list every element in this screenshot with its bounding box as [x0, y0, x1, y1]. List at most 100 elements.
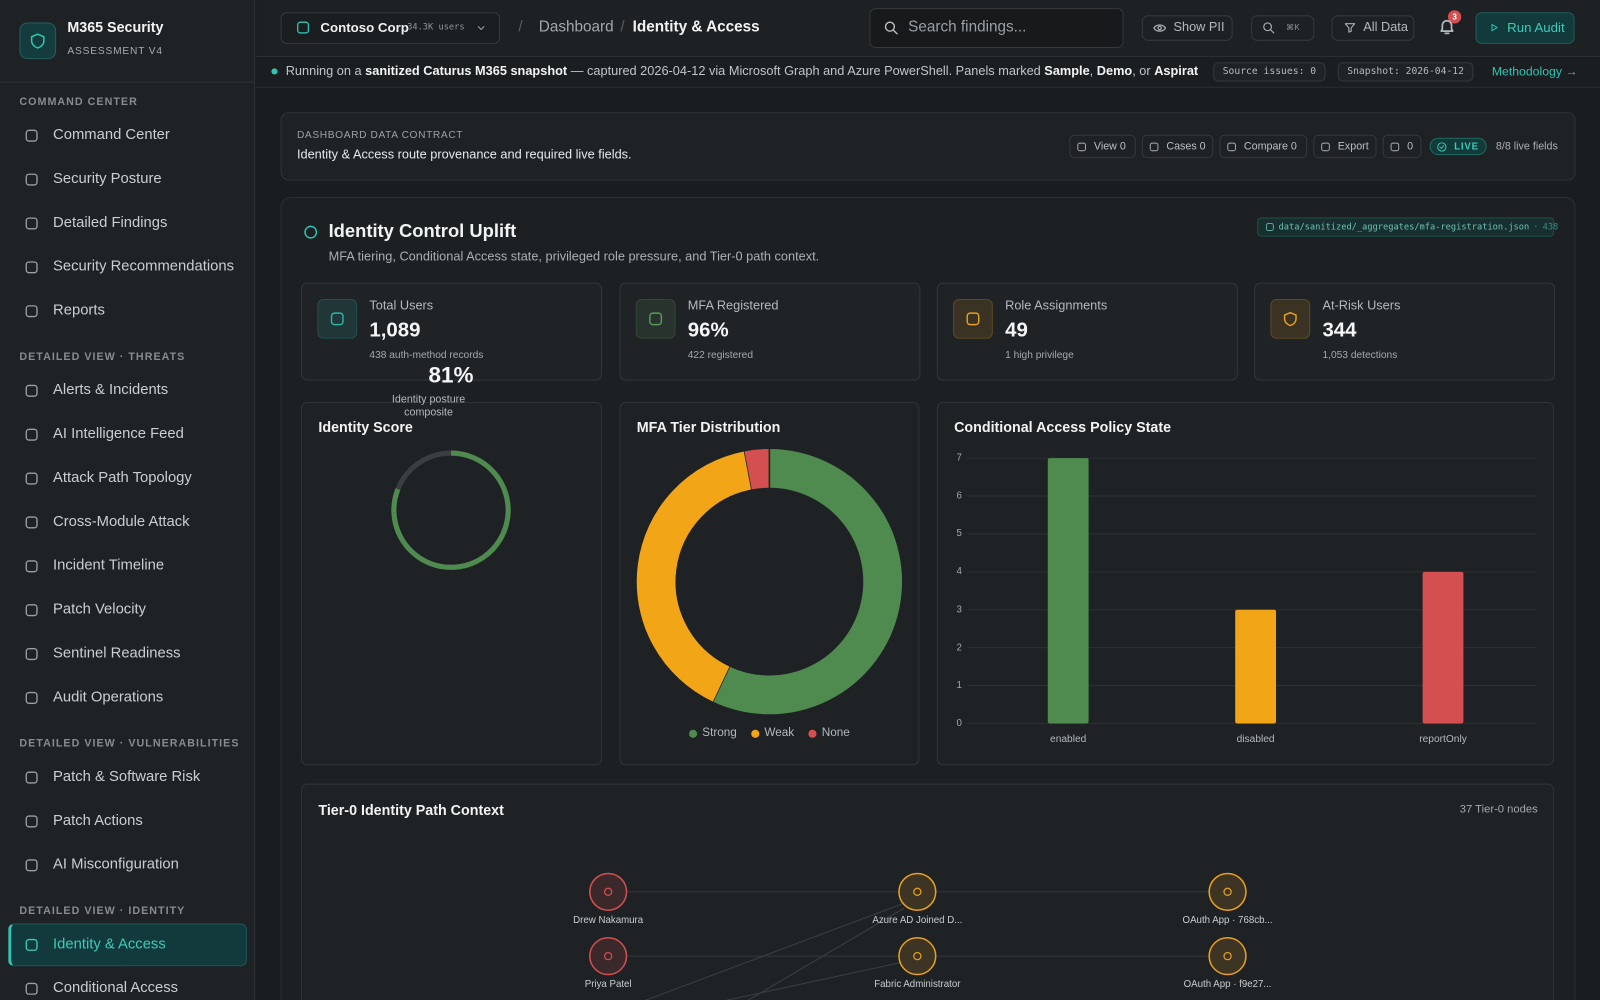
nav-item-label: Patch & Software Risk [53, 768, 201, 786]
chart-card [619, 402, 920, 766]
nav-item-label: AI Intelligence Feed [53, 425, 184, 443]
icon-part [303, 225, 317, 239]
chart-legend: Strong Weak None [688, 726, 850, 741]
icon [1390, 142, 1400, 151]
icon [884, 21, 898, 35]
breadcrumb-item[interactable]: Dashboard [538, 18, 614, 36]
icon [25, 472, 38, 485]
section-title: Identity Control Uplift [328, 220, 517, 242]
banner-segment: Demo [1096, 63, 1133, 79]
contract-action[interactable] [1069, 134, 1136, 159]
icon-part [25, 560, 38, 573]
icon-part [25, 604, 38, 617]
icon-part [25, 815, 38, 828]
icon-part [1265, 223, 1274, 231]
icon [330, 312, 344, 326]
banner-badge [1337, 62, 1474, 82]
live-fields: 8/8 live fields [1495, 140, 1558, 153]
icon-part [1321, 142, 1330, 151]
nav-section-heading: DETAILED VIEW · IDENTITY [19, 904, 186, 918]
icon [1227, 142, 1236, 151]
icon [25, 648, 38, 661]
icon [1265, 223, 1274, 231]
contract-action-label: Export [1337, 140, 1369, 153]
icon-part [25, 691, 38, 704]
section-subtitle: MFA tiering, Conditional Access state, p… [328, 249, 820, 264]
icon [25, 859, 38, 872]
nav-section-heading: DETAILED VIEW · THREATS [19, 350, 186, 363]
icon-part [25, 516, 38, 529]
gauge-caption: Identity posture composite [391, 393, 466, 419]
y-tick-label: 1 [956, 679, 962, 691]
icon-part [25, 938, 38, 951]
methodology-link[interactable]: Methodology → [1491, 64, 1578, 79]
legend-item: Weak [751, 727, 794, 741]
banner-segment: , or [1132, 63, 1155, 79]
icon-part [25, 771, 38, 784]
contract-action[interactable] [1141, 134, 1214, 159]
legend-swatch [751, 729, 760, 738]
icon [25, 384, 38, 397]
banner-segment: Running on a [285, 63, 366, 79]
chart-title: MFA Tier Distribution [636, 418, 781, 436]
banner-segment: — captured 2026-04-12 via Microsoft Grap… [567, 63, 1045, 79]
chart-title: Conditional Access Policy State [954, 418, 1172, 436]
graph-node-label: OAuth App · f9e27... [1183, 978, 1272, 991]
icon [1437, 141, 1447, 152]
icon-part [25, 217, 38, 230]
banner-segment: Aspiratio… [1154, 63, 1199, 79]
banner-badge-label: Source issues: 0 [1222, 65, 1317, 77]
tenant-switcher[interactable] [280, 12, 500, 44]
legend-label: Strong [702, 726, 737, 739]
x-tick-label: reportOnly [1419, 733, 1467, 745]
legend-label: None [821, 726, 850, 739]
nav-item-label: Cross-Module Attack [53, 513, 190, 530]
icon [1440, 19, 1454, 35]
banner-badge [1213, 62, 1326, 82]
icon-part [1344, 23, 1356, 33]
show-pii-button[interactable] [1141, 15, 1233, 41]
icon-part [1227, 142, 1236, 151]
icon-part [1270, 29, 1275, 34]
graph-node-label: Fabric Administrator [874, 978, 961, 991]
search-box[interactable] [869, 8, 1124, 48]
icon-part [25, 472, 38, 485]
banner-message: Running on a sanitized Caturus M365 snap… [286, 64, 1199, 79]
icon-part [25, 129, 38, 142]
contract-action-label: Compare 0 [1243, 140, 1297, 153]
contract-eyebrow: DASHBOARD DATA CONTRACT [296, 129, 464, 141]
icon [25, 173, 38, 186]
icon-part [1077, 142, 1086, 151]
nav-item[interactable] [8, 290, 247, 333]
source-count: 438 [1542, 221, 1559, 233]
icon-part [25, 859, 38, 872]
icon [25, 217, 38, 230]
kpi-label: Role Assignments [1005, 298, 1108, 313]
nav-item[interactable] [8, 923, 247, 967]
tier0-title: Tier-0 Identity Path Context [318, 801, 504, 818]
icon [25, 691, 38, 704]
nav-section-heading: DETAILED VIEW · VULNERABILITIES [19, 737, 240, 750]
kpi-label: Total Users [369, 298, 434, 313]
contract-action[interactable] [1382, 134, 1422, 159]
contract-action[interactable] [1219, 134, 1308, 159]
icon-part [25, 261, 38, 274]
kpi-value: 344 [1322, 319, 1357, 342]
command-button[interactable] [1251, 15, 1315, 41]
contract-action[interactable] [1313, 134, 1377, 159]
breadcrumb-separator: / [620, 18, 625, 36]
y-tick-label: 5 [956, 528, 962, 540]
icon-part [649, 312, 663, 326]
icon-part [25, 648, 38, 661]
kpi-label: At-Risk Users [1322, 298, 1401, 313]
icon [25, 516, 38, 529]
filter-button[interactable] [1331, 15, 1415, 41]
show-pii-label: Show PII [1173, 19, 1225, 35]
icon [477, 25, 484, 30]
icon [1344, 23, 1356, 33]
banner-badge-label: Snapshot: 2026-04-12 [1347, 65, 1464, 77]
chart-title: Identity Score [318, 418, 413, 436]
brand-title: M365 Security [67, 18, 164, 36]
banner-segment: Sample [1044, 63, 1090, 79]
nav-item-label: Reports [53, 302, 105, 319]
